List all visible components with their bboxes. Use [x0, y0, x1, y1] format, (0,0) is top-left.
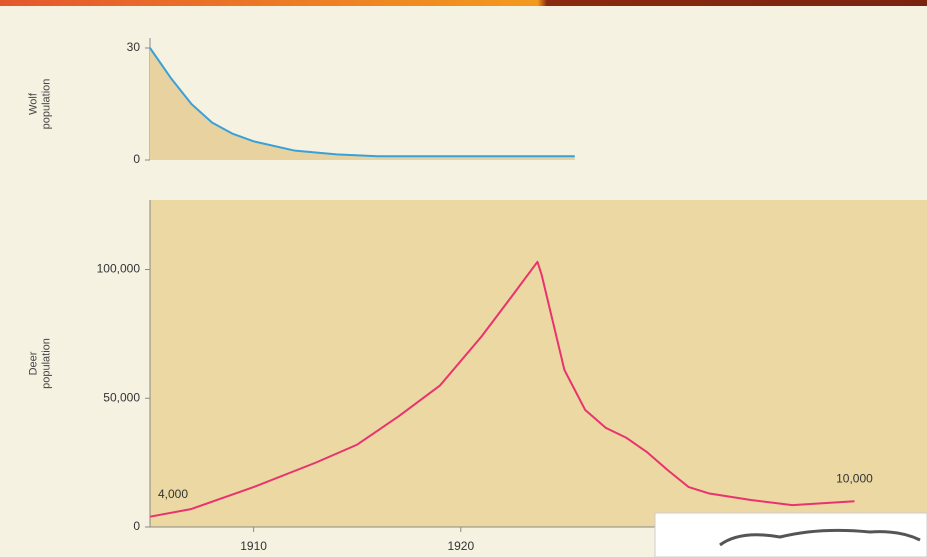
- area: [150, 48, 575, 160]
- y-axis-title: Wolfpopulation: [27, 79, 52, 130]
- value-label: 4,000: [158, 487, 188, 501]
- plot-background: [150, 200, 927, 527]
- line: [149, 47, 575, 158]
- y-tick-label: 0: [133, 152, 140, 166]
- line: [149, 260, 855, 518]
- top-bar: [0, 0, 927, 6]
- y-tick-label: 100,000: [97, 262, 141, 276]
- y-tick-label: 50,000: [103, 390, 140, 404]
- x-tick-label: 1910: [240, 539, 267, 553]
- y-axis-title: Deerpopulation: [27, 338, 52, 389]
- value-label: 10,000: [836, 471, 873, 485]
- overlay-drawing: [719, 528, 921, 547]
- y-tick-label: 30: [127, 40, 141, 54]
- x-tick-label: 1920: [447, 539, 474, 553]
- y-tick-label: 0: [133, 519, 140, 533]
- plot-layer: Wolfpopulation 0 30 Deerpopulation 0 50,000 10…: [27, 38, 927, 553]
